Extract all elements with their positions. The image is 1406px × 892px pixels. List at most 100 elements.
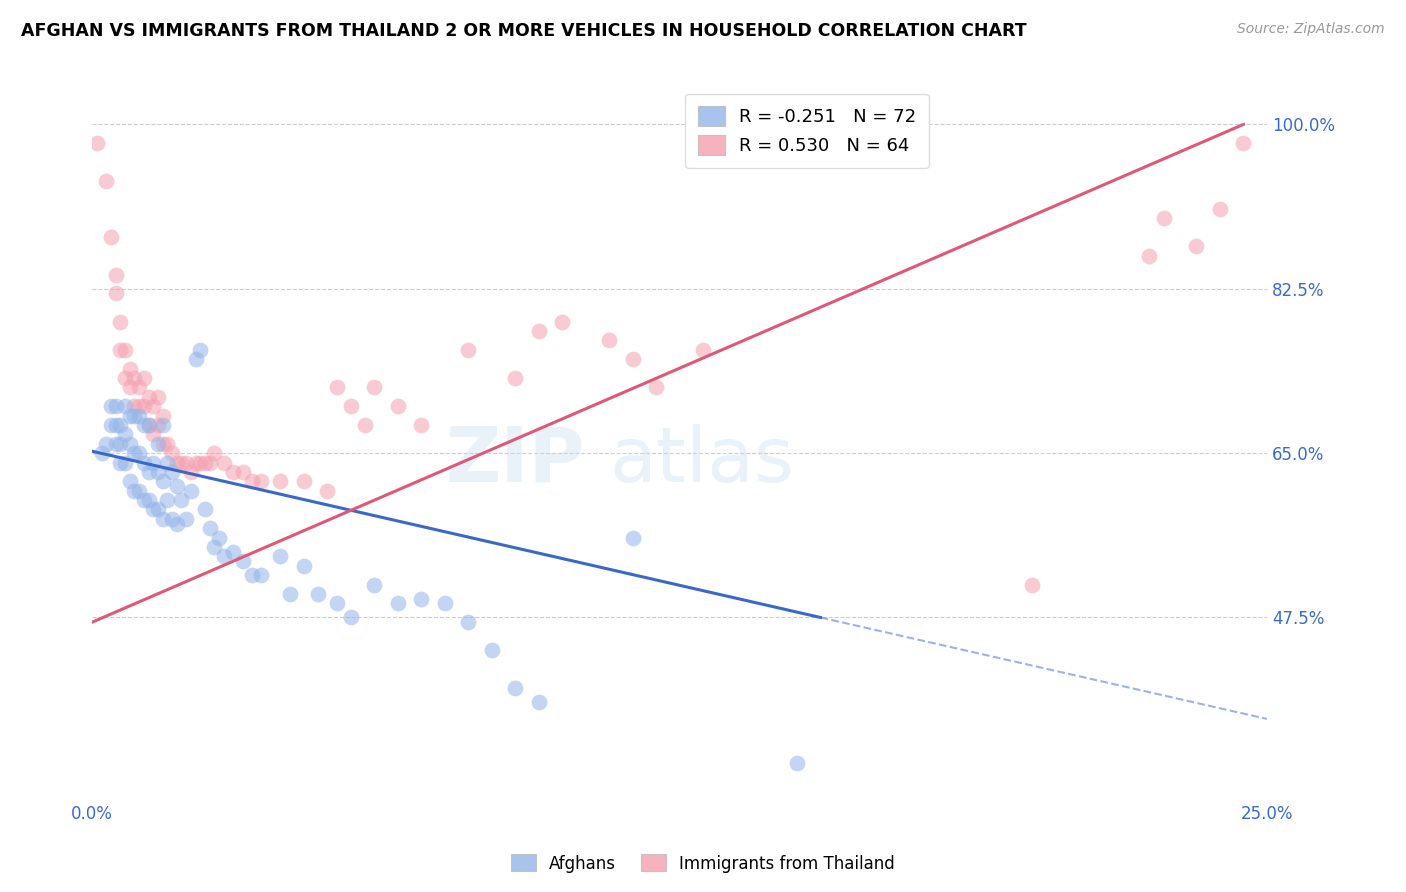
Point <box>146 390 169 404</box>
Point <box>138 417 160 432</box>
Point <box>316 483 339 498</box>
Point <box>250 568 273 582</box>
Point <box>96 174 118 188</box>
Point <box>363 380 385 394</box>
Point <box>142 502 165 516</box>
Point <box>527 695 550 709</box>
Point <box>128 409 150 423</box>
Point <box>100 230 122 244</box>
Point <box>325 380 347 394</box>
Point <box>146 502 169 516</box>
Point <box>156 436 179 450</box>
Point <box>104 436 127 450</box>
Point <box>166 516 188 531</box>
Point <box>269 549 291 564</box>
Point <box>132 456 155 470</box>
Point <box>645 380 668 394</box>
Point <box>114 371 136 385</box>
Point <box>90 446 112 460</box>
Point <box>1021 577 1043 591</box>
Point <box>188 343 211 357</box>
Point <box>184 456 207 470</box>
Point <box>152 475 174 489</box>
Point <box>184 352 207 367</box>
Point <box>222 465 245 479</box>
Point <box>146 436 169 450</box>
Point <box>118 475 141 489</box>
Point <box>457 343 479 357</box>
Point <box>138 390 160 404</box>
Point <box>240 568 263 582</box>
Point <box>128 399 150 413</box>
Point <box>503 371 526 385</box>
Point <box>124 483 146 498</box>
Point <box>128 380 150 394</box>
Point <box>339 610 361 624</box>
Point <box>104 417 127 432</box>
Point <box>232 465 254 479</box>
Point <box>146 465 169 479</box>
Point <box>142 427 165 442</box>
Point <box>118 361 141 376</box>
Point <box>503 681 526 695</box>
Point <box>110 343 132 357</box>
Point <box>118 409 141 423</box>
Point <box>339 399 361 413</box>
Point <box>1209 202 1232 216</box>
Point <box>194 456 217 470</box>
Point <box>250 475 273 489</box>
Point <box>170 493 193 508</box>
Point <box>166 479 188 493</box>
Point <box>222 545 245 559</box>
Point <box>132 417 155 432</box>
Point <box>208 531 231 545</box>
Point <box>307 587 329 601</box>
Point <box>128 446 150 460</box>
Point <box>156 456 179 470</box>
Point <box>551 315 574 329</box>
Point <box>212 456 235 470</box>
Legend: R = -0.251   N = 72, R = 0.530   N = 64: R = -0.251 N = 72, R = 0.530 N = 64 <box>685 94 929 168</box>
Point <box>278 587 301 601</box>
Point <box>114 456 136 470</box>
Point <box>292 475 315 489</box>
Point <box>692 343 714 357</box>
Point <box>411 417 433 432</box>
Point <box>104 268 127 282</box>
Point <box>174 512 197 526</box>
Point <box>212 549 235 564</box>
Point <box>387 596 409 610</box>
Point <box>353 417 375 432</box>
Point <box>124 446 146 460</box>
Point <box>180 465 202 479</box>
Point <box>132 371 155 385</box>
Text: ZIP: ZIP <box>446 424 585 498</box>
Point <box>198 521 221 535</box>
Point <box>292 558 315 573</box>
Point <box>170 456 193 470</box>
Point <box>100 399 122 413</box>
Point <box>124 399 146 413</box>
Point <box>152 512 174 526</box>
Point <box>152 436 174 450</box>
Point <box>132 493 155 508</box>
Text: AFGHAN VS IMMIGRANTS FROM THAILAND 2 OR MORE VEHICLES IN HOUSEHOLD CORRELATION C: AFGHAN VS IMMIGRANTS FROM THAILAND 2 OR … <box>21 22 1026 40</box>
Point <box>433 596 456 610</box>
Point <box>110 417 132 432</box>
Point <box>86 136 108 151</box>
Point <box>457 615 479 630</box>
Point <box>156 493 179 508</box>
Point <box>142 456 165 470</box>
Point <box>138 465 160 479</box>
Point <box>194 502 217 516</box>
Point <box>104 399 127 413</box>
Point <box>598 334 620 348</box>
Point <box>110 436 132 450</box>
Point <box>124 409 146 423</box>
Point <box>1232 136 1254 151</box>
Point <box>152 417 174 432</box>
Point <box>411 591 433 606</box>
Point <box>180 483 202 498</box>
Point <box>138 493 160 508</box>
Point <box>198 456 221 470</box>
